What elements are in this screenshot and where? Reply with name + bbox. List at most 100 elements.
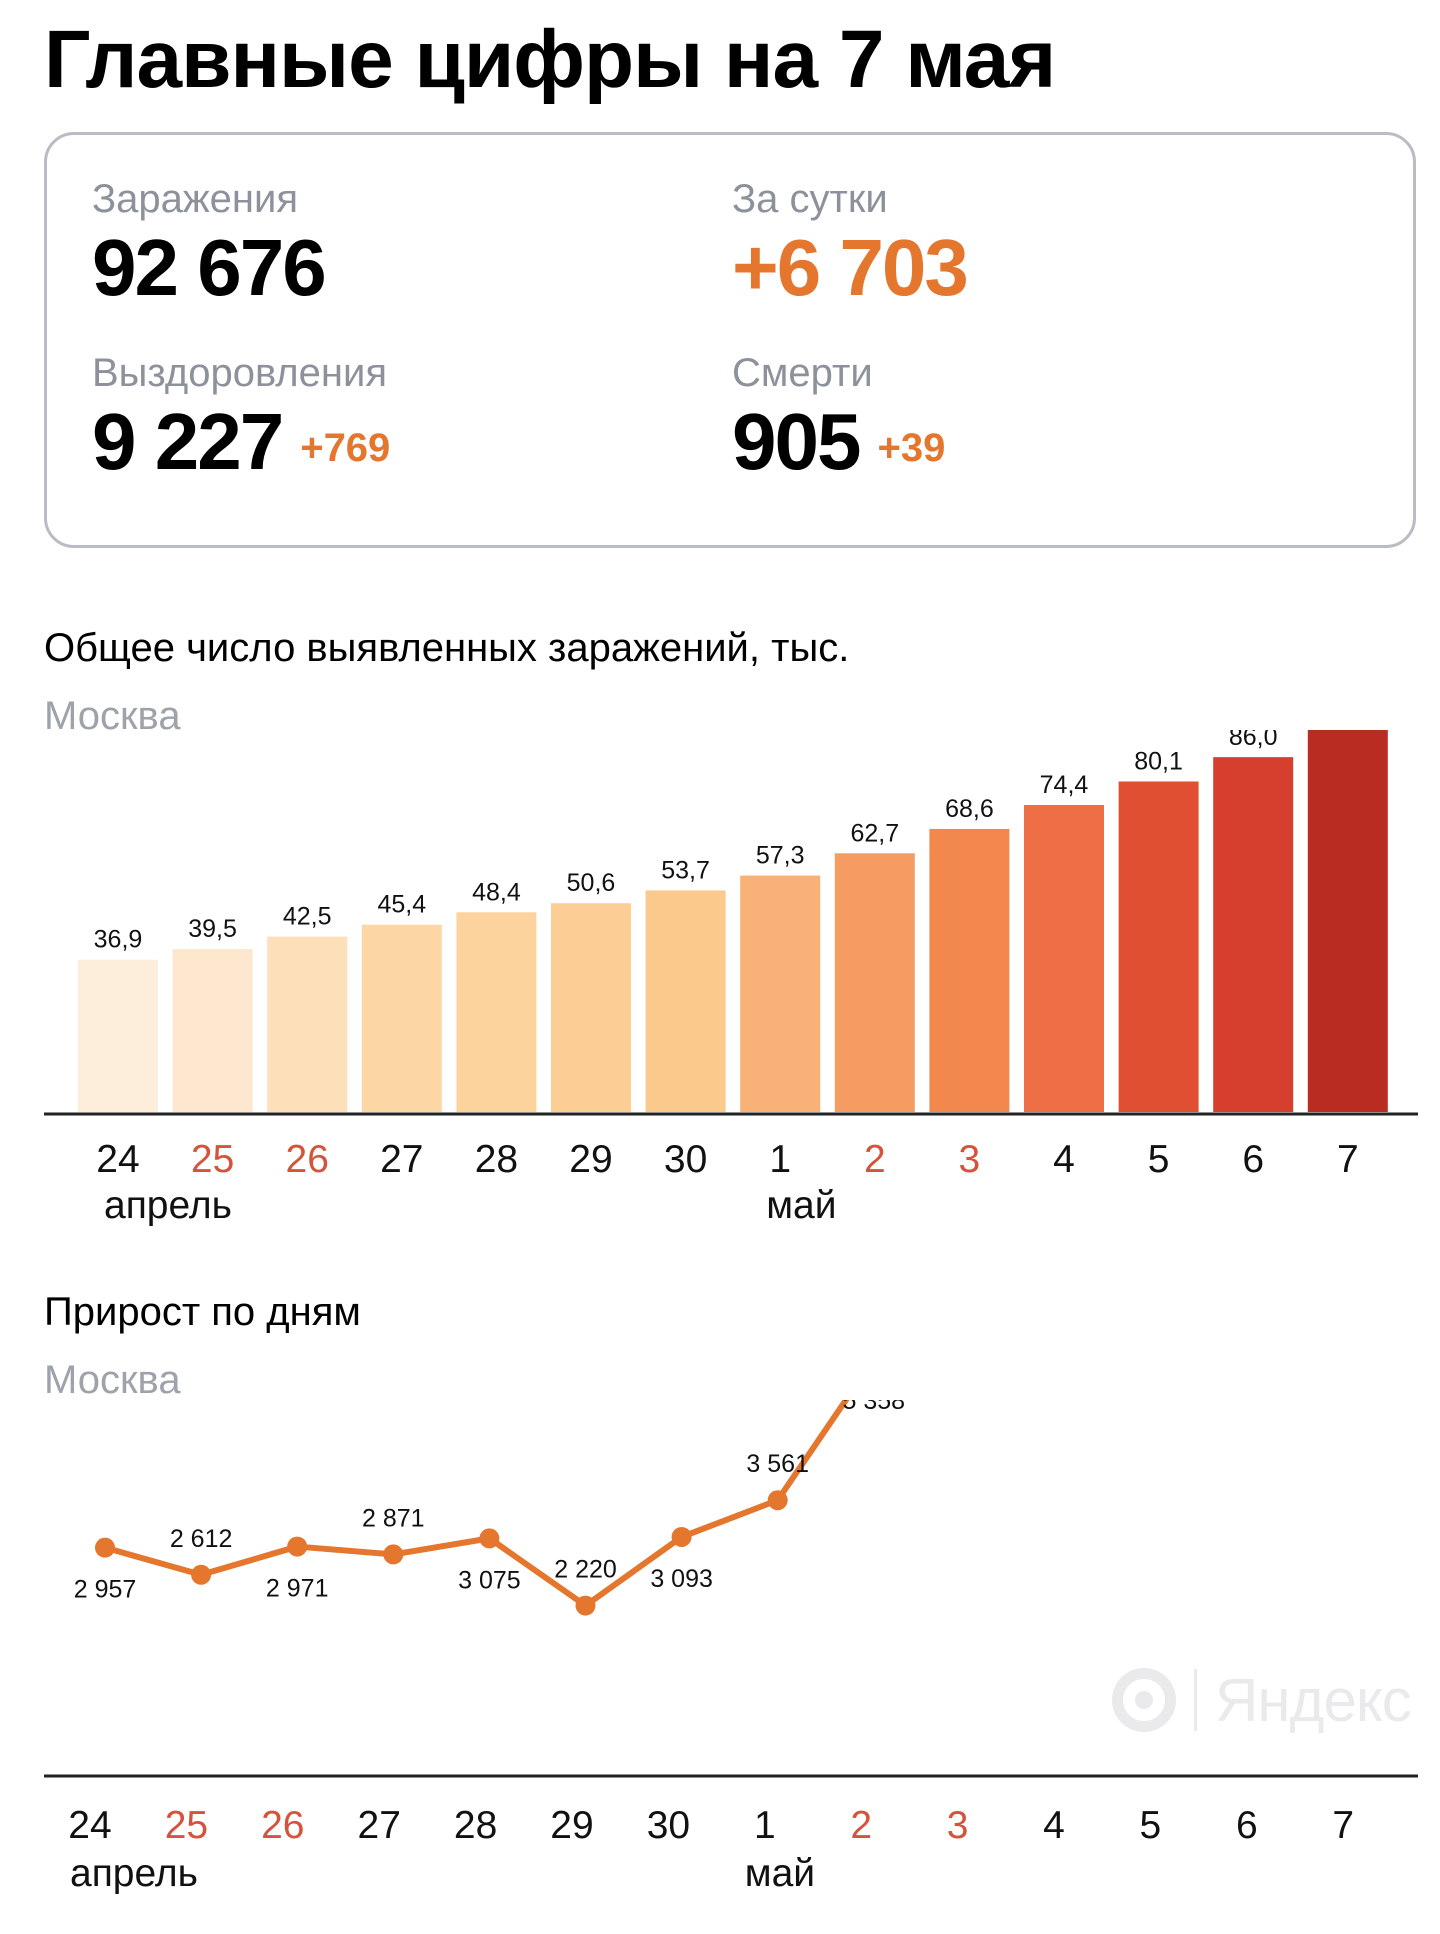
x-tick-label-0: 24 — [96, 1138, 139, 1181]
stat-infections-label: Заражения — [92, 177, 298, 221]
x-tick-label-4: 28 — [454, 1804, 497, 1847]
bar-11 — [1118, 781, 1199, 1112]
bar-value-label-6: 53,7 — [661, 856, 710, 884]
point-3 — [383, 1544, 404, 1565]
x-tick-label-3: 27 — [380, 1138, 423, 1181]
x-tick-label-8: 2 — [864, 1138, 886, 1181]
stat-daily-label: За сутки — [732, 177, 888, 221]
bar-value-label-10: 74,4 — [1040, 771, 1089, 799]
stat-daily-value: +6 703 — [732, 223, 969, 312]
point-1 — [191, 1564, 212, 1585]
bar-value-label-2: 42,5 — [283, 903, 332, 931]
stat-deaths-row: 905 +39 — [732, 397, 945, 487]
bar-6 — [645, 890, 726, 1112]
month-label-1: май — [745, 1852, 815, 1895]
stat-recoveries-row: 9 227 +769 — [92, 397, 390, 487]
stat-recoveries-label: Выздоровления — [92, 351, 387, 395]
bar-value-label-3: 45,4 — [377, 891, 426, 919]
x-tick-label-3: 27 — [358, 1804, 401, 1847]
yandex-logo-icon — [1112, 1668, 1176, 1732]
x-tick-label-12: 6 — [1242, 1138, 1264, 1181]
stat-infections: Заражения 92 676 — [92, 175, 327, 313]
point-4 — [479, 1528, 500, 1549]
x-tick-label-7: 1 — [754, 1804, 776, 1847]
bar-chart-subtitle: Москва — [44, 694, 181, 738]
bar-7 — [740, 875, 821, 1112]
bar-chart-title: Общее число выявленных заражений, тыс. — [44, 626, 850, 670]
watermark-divider — [1194, 1669, 1197, 1731]
month-label-1: май — [766, 1184, 836, 1227]
bar-8 — [834, 853, 915, 1112]
x-tick-label-12: 6 — [1236, 1804, 1258, 1847]
stat-daily: За сутки +6 703 — [732, 175, 969, 313]
month-label-0: апрель — [104, 1184, 232, 1227]
bar-12 — [1213, 757, 1294, 1112]
bar-2 — [267, 936, 348, 1112]
month-label-0: апрель — [70, 1852, 198, 1895]
bar-value-label-12: 86,0 — [1229, 730, 1278, 751]
yandex-watermark: Яндекс — [1112, 1655, 1422, 1745]
watermark-text: Яндекс — [1215, 1666, 1412, 1734]
point-value-label-5: 2 220 — [554, 1556, 617, 1584]
stat-deaths-label: Смерти — [732, 351, 873, 395]
bar-10 — [1024, 805, 1104, 1112]
point-value-label-7: 3 561 — [746, 1450, 809, 1478]
bar-value-label-1: 39,5 — [188, 915, 237, 943]
bar-9 — [929, 828, 1010, 1112]
stat-deaths-value: 905 — [732, 397, 861, 486]
x-tick-label-10: 4 — [1053, 1138, 1075, 1181]
line-chart-subtitle: Москва — [44, 1358, 181, 1402]
point-value-label-1: 2 612 — [170, 1525, 233, 1553]
stat-deaths-delta: +39 — [877, 426, 946, 470]
x-tick-label-1: 25 — [165, 1804, 208, 1847]
bar-chart: 36,92439,52542,52645,42748,42850,62953,7… — [44, 730, 1418, 1227]
bar-value-label-11: 80,1 — [1134, 747, 1183, 775]
x-tick-label-13: 7 — [1337, 1138, 1359, 1181]
bar-3 — [361, 924, 442, 1112]
x-tick-label-8: 2 — [850, 1804, 872, 1847]
stat-recoveries-value: 9 227 — [92, 397, 284, 486]
bar-value-label-4: 48,4 — [472, 878, 521, 906]
x-tick-label-9: 3 — [947, 1804, 969, 1847]
bar-value-label-0: 36,9 — [94, 926, 143, 954]
bar-4 — [456, 912, 537, 1112]
point-value-label-0: 2 957 — [74, 1576, 137, 1604]
point-value-label-4: 3 075 — [458, 1566, 521, 1594]
x-tick-label-1: 25 — [191, 1138, 234, 1181]
bar-1 — [172, 949, 253, 1112]
point-2 — [287, 1536, 308, 1557]
stat-infections-value: 92 676 — [92, 223, 327, 312]
x-tick-label-9: 3 — [959, 1138, 981, 1181]
x-tick-label-10: 4 — [1043, 1804, 1065, 1847]
bar-value-label-7: 57,3 — [756, 842, 805, 870]
point-value-label-2: 2 971 — [266, 1575, 329, 1603]
point-value-label-3: 2 871 — [362, 1504, 425, 1532]
line-chart-title: Прирост по дням — [44, 1290, 361, 1334]
summary-card: Заражения 92 676 За сутки +6 703 Выздоро… — [44, 132, 1416, 548]
bar-value-label-5: 50,6 — [567, 869, 616, 897]
x-tick-label-5: 29 — [550, 1804, 593, 1847]
stat-recoveries: Выздоровления 9 227 +769 — [92, 349, 390, 487]
stat-deaths: Смерти 905 +39 — [732, 349, 945, 487]
point-7 — [767, 1490, 788, 1511]
bar-0 — [78, 959, 158, 1112]
page-title: Главные цифры на 7 мая — [44, 14, 1056, 105]
point-value-label-8: 5 358 — [843, 1400, 906, 1415]
x-tick-label-6: 30 — [647, 1804, 690, 1847]
x-tick-label-6: 30 — [664, 1138, 707, 1181]
x-tick-label-13: 7 — [1332, 1804, 1354, 1847]
point-6 — [671, 1526, 692, 1547]
x-tick-label-0: 24 — [68, 1804, 111, 1847]
x-tick-label-11: 5 — [1140, 1804, 1162, 1847]
x-tick-label-11: 5 — [1148, 1138, 1170, 1181]
bar-13 — [1307, 730, 1388, 1112]
x-tick-label-2: 26 — [261, 1804, 304, 1847]
x-tick-label-2: 26 — [286, 1138, 329, 1181]
x-tick-label-5: 29 — [569, 1138, 612, 1181]
point-0 — [95, 1537, 115, 1558]
x-tick-label-7: 1 — [769, 1138, 791, 1181]
bar-value-label-9: 68,6 — [945, 795, 994, 823]
point-value-label-6: 3 093 — [650, 1565, 713, 1593]
point-5 — [575, 1595, 596, 1616]
